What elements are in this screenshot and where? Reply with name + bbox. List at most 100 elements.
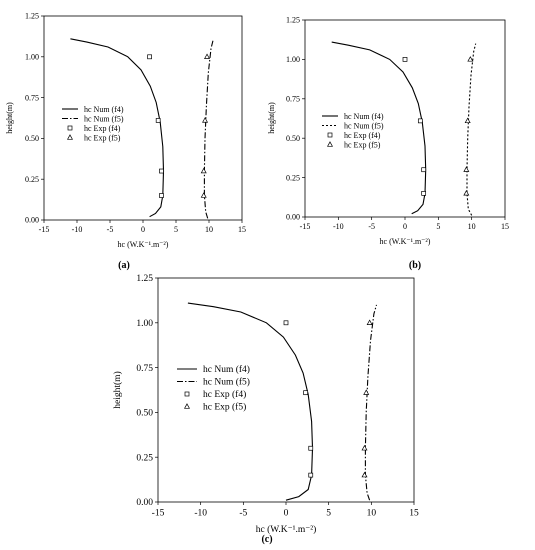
x-tick-label: -5 <box>107 225 114 234</box>
panel-label: (b) <box>409 260 421 271</box>
y-tick-label: 0.00 <box>286 213 300 222</box>
y-tick-label: 0.25 <box>25 175 39 184</box>
y-tick-label: 0.50 <box>25 134 39 143</box>
y-axis-title: height(m) <box>112 371 123 408</box>
x-tick-label: 0 <box>141 225 145 234</box>
legend: hc Num (f4)hc Num (f5)hc Exp (f4)hc Exp … <box>62 105 124 143</box>
y-tick-label: 0.00 <box>136 498 153 508</box>
legend-label: hc Num (f5) <box>84 115 124 124</box>
x-tick-label: 10 <box>367 509 377 519</box>
data-point-triangle <box>204 53 211 59</box>
data-point-triangle <box>464 117 471 124</box>
data-point-square <box>147 54 152 60</box>
series-line-hc-num-f4 <box>187 302 314 501</box>
legend-label: hc Num (f5) <box>203 377 250 388</box>
panel-label: (c) <box>261 534 272 545</box>
legend: hc Num (f4)hc Num (f5)hc Exp (f4)hc Exp … <box>177 364 250 413</box>
data-point-triangle <box>463 190 470 196</box>
data-point-triangle <box>361 444 368 451</box>
series-line-hc-num-f4 <box>331 41 427 215</box>
x-tick-label: 5 <box>436 222 440 231</box>
x-tick-label: 0 <box>284 509 289 519</box>
series-line-hc-num-f5 <box>466 43 477 216</box>
data-point-triangle <box>467 56 474 62</box>
data-point-square <box>159 168 164 174</box>
legend-label: hc Num (f4) <box>344 112 384 121</box>
data-point-square <box>308 445 314 451</box>
data-point-square <box>308 472 314 478</box>
legend-label: hc Num (f5) <box>344 122 384 131</box>
data-point-square <box>155 118 161 123</box>
y-tick-label: 0.75 <box>136 364 153 374</box>
legend-triangle-marker <box>184 403 190 409</box>
y-axis-title: height(m) <box>267 102 276 134</box>
series-line-hc-num-f5 <box>364 304 378 501</box>
legend-label: hc Exp (f5) <box>344 141 381 150</box>
legend-label: hc Exp (f5) <box>84 134 121 143</box>
chart-panel-b: -15 -10 -5 0 5 10 15 0.00 0.25 0.50 0.75 1.00 1.25 hc… <box>267 16 509 271</box>
series-line-hc-num-f4 <box>70 38 165 218</box>
x-axis-title: hc (W.K⁻¹.m⁻²) <box>380 237 431 246</box>
y-tick-label: 1.00 <box>136 319 153 329</box>
legend: hc Num (f4)hc Num (f5)hc Exp (f4)hc Exp … <box>322 112 384 150</box>
y-tick-label: 0.25 <box>286 173 300 182</box>
data-point-triangle <box>463 166 470 172</box>
legend-label: hc Exp (f4) <box>84 124 121 133</box>
legend-square-marker <box>67 125 73 131</box>
y-tick-label: 0.50 <box>136 409 153 419</box>
data-point-square <box>421 167 427 173</box>
y-tick-label: 1.25 <box>286 16 300 25</box>
legend-label: hc Exp (f5) <box>203 402 246 413</box>
x-tick-label: -5 <box>239 509 247 519</box>
y-tick-label: 0.00 <box>25 216 39 225</box>
chart-panel-c: -15 -10 -5 0 5 10 15 0.00 0.25 0.50 0.75 1.00 1.25 hc… <box>112 274 419 545</box>
x-axis-title: hc (W.K⁻¹.m⁻²) <box>118 240 169 249</box>
x-tick-label: 5 <box>174 225 178 234</box>
y-tick-label: 0.50 <box>286 134 300 143</box>
data-point-square <box>283 320 289 326</box>
data-point-triangle <box>366 319 373 325</box>
plot-frame <box>157 277 415 503</box>
y-axis-title: height(m) <box>5 102 14 134</box>
panel-label: (a) <box>118 260 130 271</box>
legend-triangle-marker <box>67 134 73 140</box>
data-point-square <box>417 118 423 124</box>
data-point-square <box>303 390 308 396</box>
y-tick-label: 1.25 <box>25 12 39 21</box>
plot-frame <box>304 19 506 218</box>
x-tick-label: 5 <box>326 509 331 519</box>
x-tick-label: -15 <box>39 225 50 234</box>
x-tick-label: 15 <box>238 225 246 234</box>
legend-square-marker <box>327 132 333 138</box>
legend-label: hc Exp (f4) <box>344 131 381 140</box>
x-tick-label: -15 <box>300 222 311 231</box>
x-axis-title: hc (W.K⁻¹.m⁻²) <box>256 524 317 535</box>
legend-label: hc Num (f4) <box>84 105 124 114</box>
x-tick-label: 0 <box>403 222 407 231</box>
legend-triangle-marker <box>327 141 333 147</box>
data-point-triangle <box>200 167 207 174</box>
y-tick-label: 1.00 <box>286 55 300 64</box>
data-point-triangle <box>363 389 370 395</box>
x-tick-label: -5 <box>368 222 375 231</box>
x-tick-label: 15 <box>409 509 419 519</box>
y-tick-label: 0.75 <box>25 93 39 102</box>
series-line-hc-num-f5 <box>203 40 214 219</box>
data-point-triangle <box>202 117 209 123</box>
legend-square-marker <box>184 391 190 397</box>
x-tick-label: 15 <box>501 222 509 231</box>
y-tick-label: 1.00 <box>25 52 39 61</box>
data-point-square <box>402 57 408 62</box>
x-tick-label: 10 <box>205 225 213 234</box>
chart-panel-a: -15 -10 -5 0 5 10 15 0.00 0.25 0.50 0.75 1.00 1.25 hc… <box>5 12 246 271</box>
legend-label: hc Num (f4) <box>203 364 250 375</box>
x-tick-label: -15 <box>152 509 165 519</box>
x-tick-label: -10 <box>333 222 344 231</box>
y-tick-label: 1.25 <box>136 274 153 284</box>
x-tick-label: -10 <box>72 225 83 234</box>
data-point-triangle <box>361 471 368 478</box>
y-tick-label: 0.25 <box>136 453 153 463</box>
data-point-triangle <box>200 192 207 198</box>
x-tick-label: -10 <box>194 509 207 519</box>
